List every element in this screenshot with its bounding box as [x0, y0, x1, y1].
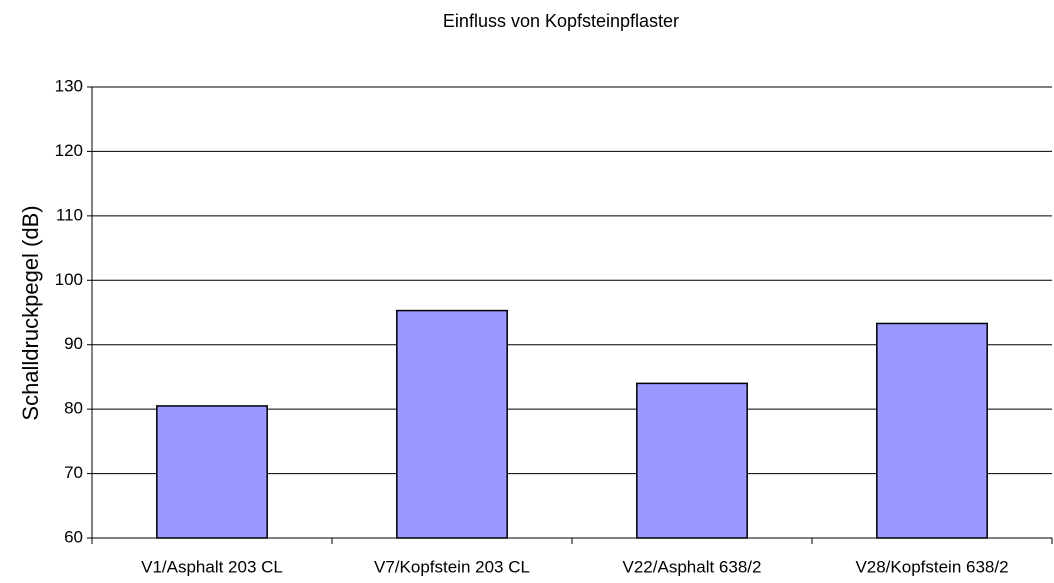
- y-tick-label: 120: [55, 141, 83, 160]
- chart-title: Einfluss von Kopfsteinpflaster: [443, 11, 679, 31]
- x-tick-label: V1/Asphalt 203 CL: [141, 557, 283, 576]
- x-tick-label: V7/Kopfstein 203 CL: [374, 557, 530, 576]
- y-axis-label: Schalldruckpegel (dB): [18, 205, 43, 420]
- bar: [876, 322, 988, 539]
- y-tick-label: 80: [64, 399, 83, 418]
- bar: [636, 382, 748, 539]
- y-tick-label: 100: [55, 270, 83, 289]
- x-tick-label: V22/Asphalt 638/2: [623, 557, 762, 576]
- y-tick-label: 110: [56, 205, 83, 224]
- y-tick-label: 70: [64, 463, 83, 482]
- y-tick-label: 130: [55, 76, 83, 95]
- y-tick-label: 90: [64, 334, 83, 353]
- bar: [396, 309, 508, 539]
- x-tick-label: V28/Kopfstein 638/2: [855, 557, 1008, 576]
- y-tick-label: 60: [64, 527, 83, 546]
- bar: [156, 405, 268, 539]
